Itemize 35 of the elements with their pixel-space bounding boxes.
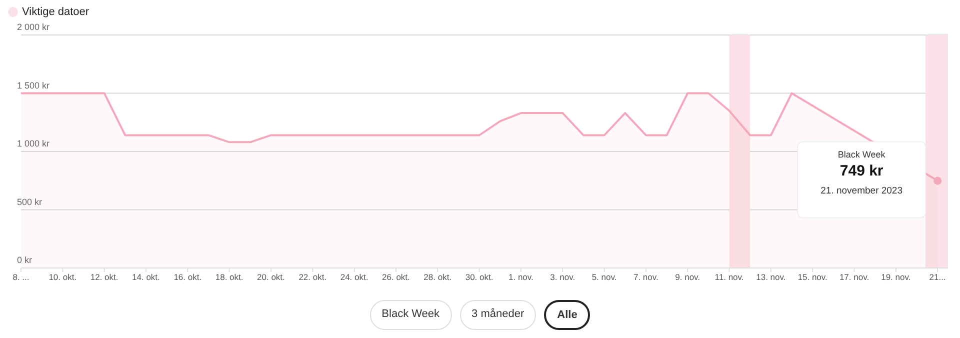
annotation: 21. november 2023 [820,186,903,197]
x-tick-label: 16. okt. [174,272,202,282]
x-tick-label: 7. nov. [634,272,658,282]
filter-button[interactable]: Black Week [370,300,452,330]
x-tick-label: 13. nov. [756,272,786,282]
y-tick-label: 2 000 kr [17,22,50,32]
legend-title: Viktige datoer [22,6,90,18]
x-tick-label: 12. okt. [90,272,118,282]
x-tick-label: 17. nov. [839,272,870,282]
y-tick-label: 0 kr [17,255,32,265]
annotation: 749 kr [840,162,884,180]
x-tick-label: 30. okt. [465,272,494,282]
annotation: Black Week [838,150,886,160]
x-tick-label: 11. nov. [714,272,744,282]
x-tick-label: 8. ... [12,272,30,282]
x-tick-label: 19. nov. [881,272,911,282]
x-tick-label: 26. okt. [382,272,410,282]
x-tick-label: 20. okt. [257,272,285,282]
y-tick-label: 500 kr [17,196,42,207]
x-tick-label: 5. nov. [592,272,617,282]
x-tick-label: 14. okt. [132,272,160,282]
x-tick-label: 10. okt. [48,272,77,282]
x-tick-label: 21... [929,272,946,282]
y-tick-label: 1 000 kr [17,138,50,148]
x-tick-label: 28. okt. [424,272,452,282]
x-tick-label: 9. nov. [675,272,700,282]
x-tick-label: 24. okt. [340,272,368,282]
x-tick-label: 18. okt. [215,272,244,282]
x-tick-label: 15. nov. [798,272,828,282]
y-tick-label: 1 500 kr [17,80,50,90]
filter-button[interactable]: Alle [544,300,590,330]
filter-button[interactable]: 3 måneder [460,300,536,330]
x-tick-label: 3. nov. [550,272,576,282]
x-tick-label: 1. nov. [508,272,534,282]
x-tick-label: 22. okt. [298,272,327,282]
